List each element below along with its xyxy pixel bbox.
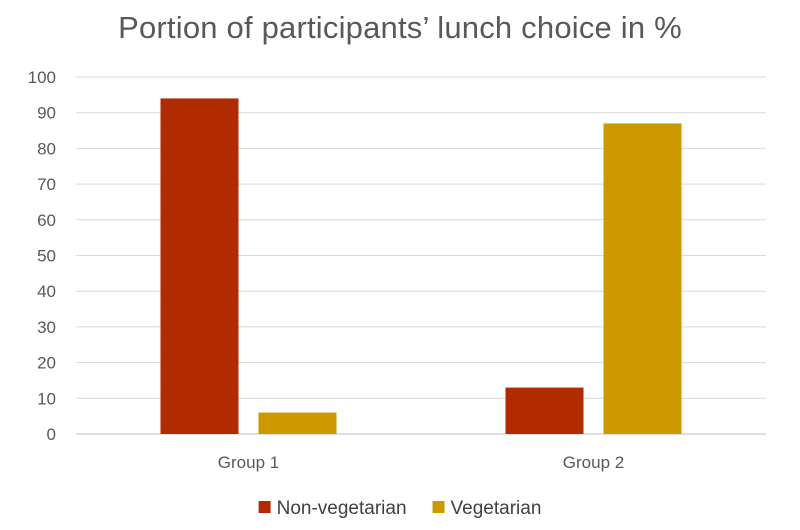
y-tick-label: 90 (37, 104, 56, 123)
legend-swatch (432, 501, 445, 513)
x-axis: Group 1 Group 2 (218, 453, 624, 472)
y-tick-label: 30 (37, 318, 56, 337)
x-category-label: Group 1 (218, 453, 279, 472)
chart-title: Portion of participants’ lunch choice in… (118, 10, 682, 45)
legend-label: Non-vegetarian (277, 498, 407, 519)
legend-swatch (258, 501, 271, 513)
y-tick-label: 70 (37, 175, 56, 194)
x-category-label: Group 2 (563, 453, 624, 472)
legend-label: Vegetarian (451, 498, 542, 519)
y-tick-label: 80 (37, 139, 56, 158)
legend: Non-vegetarian Vegetarian (258, 498, 542, 519)
bar-vegetarian-group-2 (603, 123, 682, 434)
bar-non-vegetarian-group-1 (160, 98, 239, 435)
y-axis: 0 10 20 30 40 50 60 70 80 90 100 (28, 68, 56, 444)
bar-non-vegetarian-group-2 (505, 387, 584, 434)
y-tick-label: 100 (28, 68, 56, 87)
y-tick-label: 0 (47, 425, 56, 444)
bars (160, 98, 682, 435)
y-tick-label: 40 (37, 282, 56, 301)
y-tick-label: 10 (37, 389, 56, 408)
bar-vegetarian-group-1 (258, 412, 337, 434)
y-tick-label: 20 (37, 354, 56, 373)
y-tick-label: 60 (37, 211, 56, 230)
y-tick-label: 50 (37, 247, 56, 266)
